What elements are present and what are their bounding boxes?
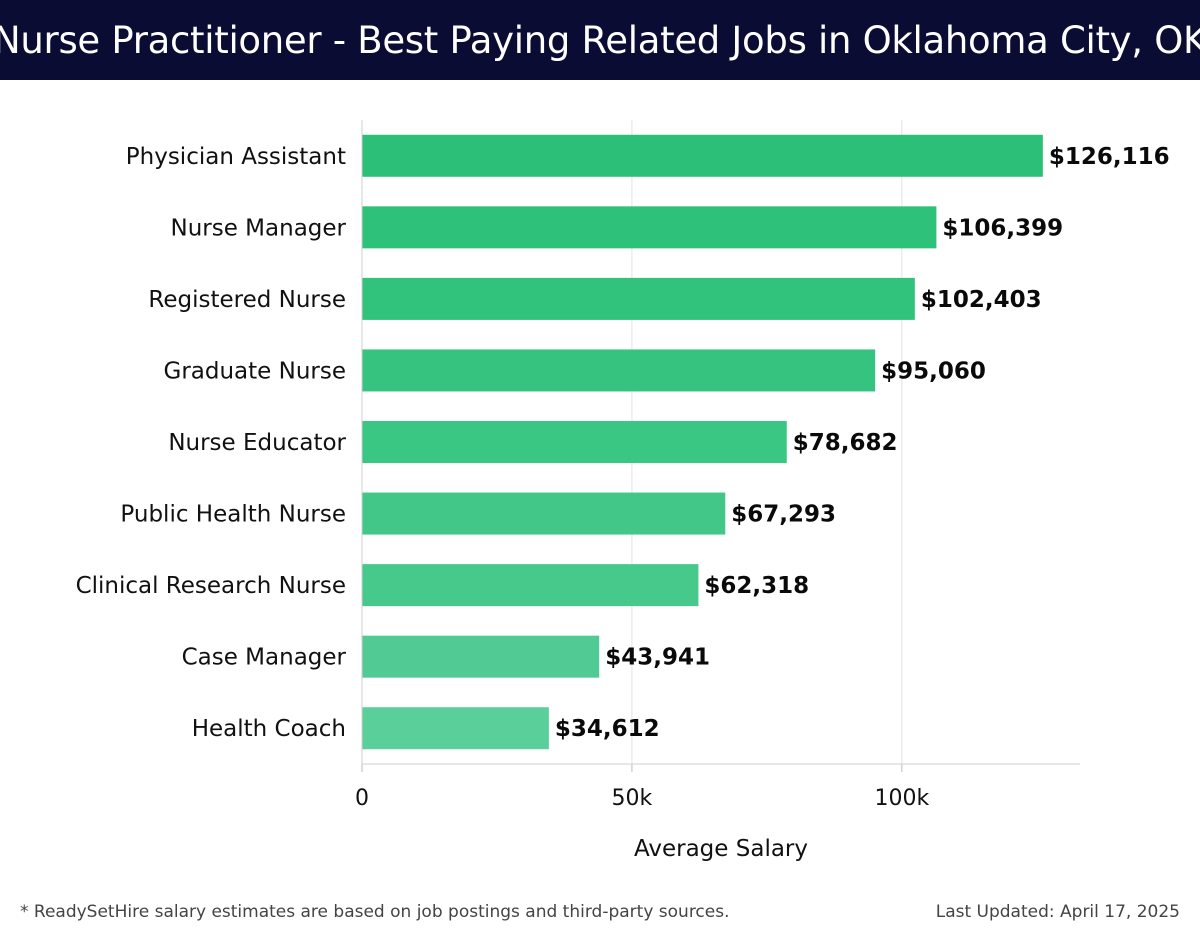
bar <box>362 277 915 320</box>
bar <box>362 492 726 535</box>
category-label: Public Health Nurse <box>120 502 346 528</box>
last-updated: Last Updated: April 17, 2025 <box>935 902 1180 922</box>
bar-chart: 0 50k 100k Average Salary Physician Assista… <box>76 120 1170 862</box>
value-label: $126,116 <box>1049 144 1170 170</box>
x-axis-title: Average Salary <box>634 836 808 862</box>
category-label: Health Coach <box>192 716 346 742</box>
category-label: Nurse Manager <box>171 215 347 241</box>
value-label: $43,941 <box>605 645 710 671</box>
value-label: $78,682 <box>793 430 898 456</box>
title-bar: Nurse Practitioner - Best Paying Related… <box>0 0 1200 80</box>
bar <box>362 206 937 249</box>
axis-layer: 0 50k 100k Average Salary <box>355 120 1080 862</box>
bar <box>362 421 787 463</box>
value-label: $95,060 <box>881 358 986 384</box>
bar <box>362 134 1043 177</box>
category-label: Clinical Research Nurse <box>76 573 346 599</box>
footnote: * ReadySetHire salary estimates are base… <box>20 902 730 922</box>
x-tick-label: 50k <box>612 786 653 811</box>
value-label: $106,399 <box>942 215 1063 241</box>
category-label: Physician Assistant <box>126 144 346 170</box>
labels-layer: Physician Assistant $126,116 Nurse Manager… <box>76 144 1170 742</box>
category-label: Registered Nurse <box>148 287 346 313</box>
x-tick-label: 0 <box>355 786 369 811</box>
value-label: $102,403 <box>921 287 1042 313</box>
bar <box>362 564 699 607</box>
bars-layer <box>362 134 1043 750</box>
chart-title: Nurse Practitioner - Best Paying Related… <box>0 18 1200 62</box>
value-label: $67,293 <box>731 502 836 528</box>
bar <box>362 635 600 678</box>
value-label: $62,318 <box>704 573 809 599</box>
bar <box>362 707 549 750</box>
x-tick-label: 100k <box>874 786 929 811</box>
bar <box>362 349 876 392</box>
category-label: Graduate Nurse <box>164 358 347 384</box>
category-label: Case Manager <box>182 645 347 671</box>
value-label: $34,612 <box>555 716 660 742</box>
category-label: Nurse Educator <box>168 430 346 456</box>
